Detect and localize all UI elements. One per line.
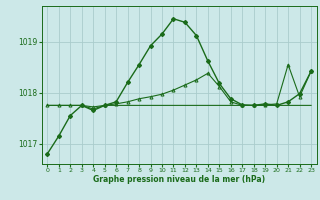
X-axis label: Graphe pression niveau de la mer (hPa): Graphe pression niveau de la mer (hPa)	[93, 175, 265, 184]
